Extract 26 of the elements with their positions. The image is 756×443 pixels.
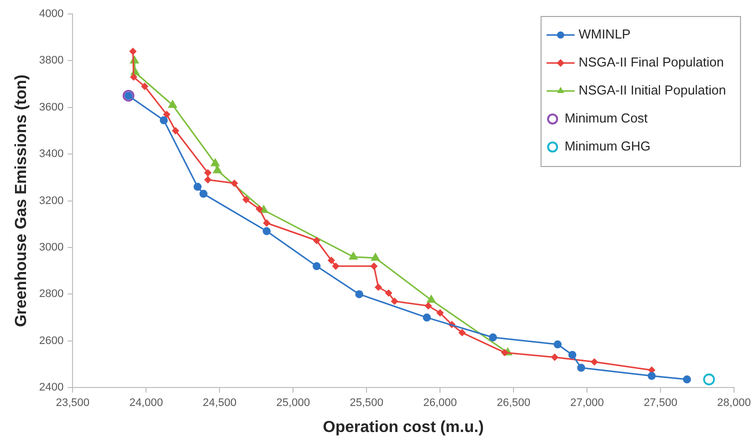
legend-label: NSGA-II Initial Population bbox=[578, 82, 726, 98]
y-tick-label: 3800 bbox=[39, 54, 64, 67]
y-tick-label: 3400 bbox=[39, 148, 64, 160]
x-tick-label: 24,500 bbox=[202, 397, 236, 410]
legend-label: Minimum Cost bbox=[564, 110, 648, 126]
x-tick-label: 25,500 bbox=[350, 397, 384, 410]
y-tick-label: 2400 bbox=[39, 382, 64, 394]
x-tick-label: 25,000 bbox=[276, 397, 310, 410]
legend-label: Minimum GHG bbox=[564, 138, 651, 154]
x-tick-label: 23,500 bbox=[56, 397, 90, 410]
x-tick-label: 26,500 bbox=[496, 397, 530, 410]
y-tick-label: 2600 bbox=[39, 334, 64, 347]
y-tick-label: 4000 bbox=[39, 8, 64, 20]
y-axis-title: Greenhouse Gas Emissions (ton) bbox=[13, 74, 30, 328]
y-tick-label: 3600 bbox=[39, 101, 64, 114]
y-tick-label: 3200 bbox=[39, 194, 64, 207]
legend-label: NSGA-II Final Population bbox=[578, 54, 724, 70]
x-axis-title: Operation cost (m.u.) bbox=[322, 418, 484, 436]
x-tick-label: 28,000 bbox=[717, 397, 751, 410]
legend-label: WMINLP bbox=[578, 26, 631, 42]
x-tick-label: 26,000 bbox=[423, 397, 457, 410]
x-tick-label: 27,000 bbox=[570, 397, 604, 410]
y-tick-label: 2800 bbox=[39, 288, 64, 300]
y-tick-label: 3000 bbox=[39, 242, 64, 254]
x-tick-label: 27,500 bbox=[644, 397, 678, 410]
x-tick-label: 24,000 bbox=[129, 397, 163, 410]
